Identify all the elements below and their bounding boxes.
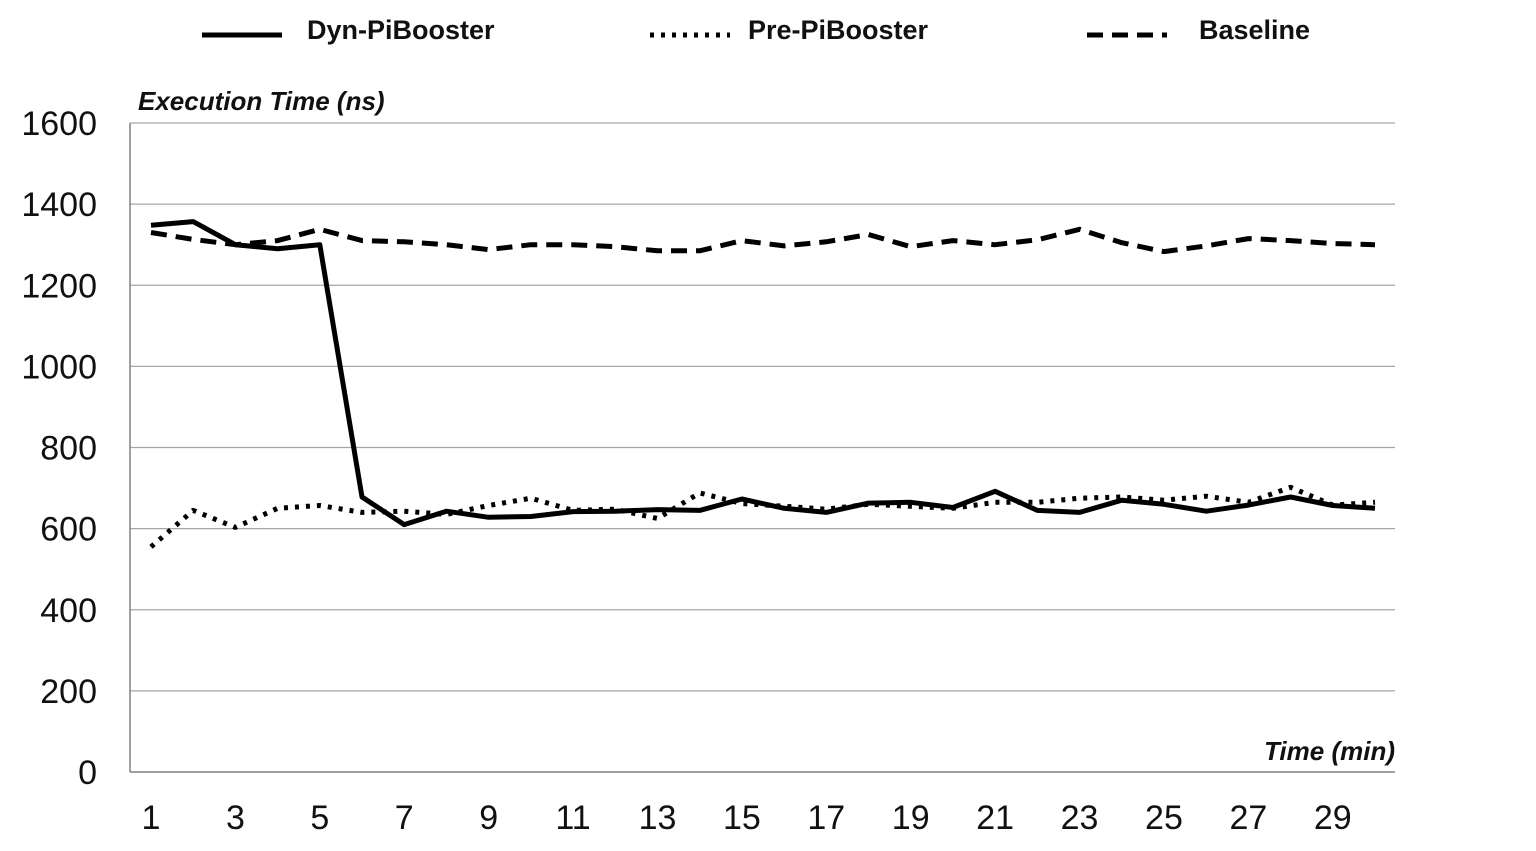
x-tick-labels: 1 3 5 7 9 11 13 15 17 19 21 23 25 27 29 [142, 799, 1352, 837]
x-tick-label: 29 [1314, 799, 1352, 837]
x-tick-label: 7 [395, 799, 414, 837]
x-tick-label: 23 [1061, 799, 1099, 837]
x-tick-label: 1 [142, 799, 161, 837]
x-tick-label: 9 [479, 799, 498, 837]
y-axis-title: Execution Time (ns) [138, 86, 385, 116]
series-line-baseline [150, 226, 1376, 255]
y-tick-label: 800 [40, 430, 97, 468]
y-tick-label: 200 [40, 673, 97, 711]
x-tick-label: 3 [226, 799, 245, 837]
y-tick-label: 1400 [21, 186, 97, 224]
series-line-dyn-pibooster [150, 219, 1376, 528]
gridlines [130, 122, 1395, 692]
y-tick-label: 1200 [21, 267, 97, 305]
y-tick-labels: 0 200 400 600 800 1000 1200 1400 1600 [21, 105, 97, 792]
x-tick-label: 21 [976, 799, 1014, 837]
y-tick-label: 1000 [21, 348, 97, 386]
axes [129, 123, 1395, 773]
series-line-pre-pibooster [149, 484, 1376, 549]
x-tick-label: 11 [555, 799, 590, 837]
y-tick-label: 400 [40, 592, 97, 630]
series-lines [149, 219, 1376, 549]
x-tick-label: 27 [1229, 799, 1267, 837]
legend: Dyn-PiBooster Pre-PiBooster Baseline [202, 15, 1310, 45]
y-tick-label: 0 [78, 754, 97, 792]
y-tick-label: 1600 [21, 105, 97, 143]
x-tick-label: 17 [807, 799, 845, 837]
x-tick-label: 19 [892, 799, 930, 837]
y-tick-label: 600 [40, 511, 97, 549]
legend-label-pre-pibooster: Pre-PiBooster [748, 15, 929, 45]
x-tick-label: 13 [639, 799, 677, 837]
x-tick-label: 25 [1145, 799, 1183, 837]
legend-label-baseline: Baseline [1199, 15, 1310, 45]
x-tick-label: 5 [310, 799, 329, 837]
legend-label-dyn-pibooster: Dyn-PiBooster [307, 15, 495, 45]
x-tick-label: 15 [723, 799, 761, 837]
x-axis-title: Time (min) [1264, 736, 1395, 766]
